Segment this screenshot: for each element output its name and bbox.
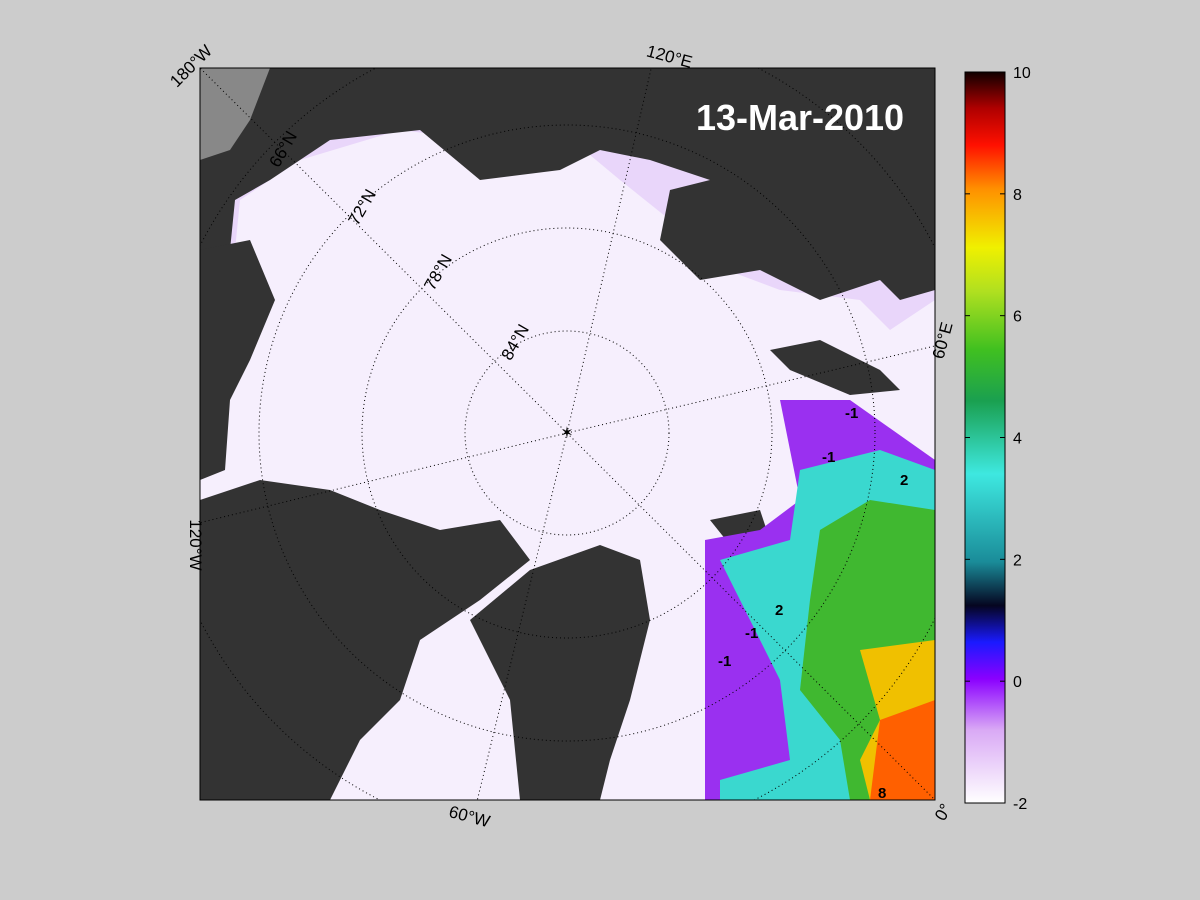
colorbar-tick-label: -2 — [1013, 796, 1027, 813]
contour-label: 8 — [878, 785, 886, 802]
lon-label: 60°W — [447, 802, 492, 831]
land-novaya-zemlya — [770, 340, 900, 395]
colorbar-tick-label: 8 — [1013, 187, 1022, 204]
land-canada-west — [200, 240, 275, 480]
lon-label: 120°E — [644, 41, 694, 71]
contour-labels: -1 -1 -1 -1 2 2 8 — [718, 405, 908, 802]
map-area: ✶ — [200, 68, 935, 800]
colorbar-tick-label: 10 — [1013, 65, 1031, 82]
colorbar-tick-label: 2 — [1013, 552, 1022, 569]
contour-label: 2 — [900, 472, 908, 489]
contour-label: -1 — [718, 653, 731, 670]
contour-label: 2 — [775, 602, 783, 619]
land-siberia — [200, 68, 935, 300]
contour-label: -1 — [845, 405, 858, 422]
land-alaska — [200, 68, 270, 160]
colorbar-tick-label: 4 — [1013, 431, 1022, 448]
colorbar-tick-label: 6 — [1013, 309, 1022, 326]
land-archipelago — [200, 480, 530, 800]
colorbar — [964, 71, 1006, 804]
contour-label: -1 — [822, 449, 835, 466]
lon-label: 120°W — [186, 519, 205, 570]
land-greenland — [470, 545, 650, 800]
colorbar-tick-label: 0 — [1013, 674, 1022, 691]
date-title: 13-Mar-2010 — [696, 97, 904, 138]
pole-marker: ✶ — [560, 425, 573, 442]
contour-label: -1 — [745, 625, 758, 642]
lon-label: 0° — [931, 800, 956, 824]
graticule — [200, 68, 935, 800]
map-frame — [199, 67, 936, 801]
open-water-warmer — [870, 700, 935, 800]
